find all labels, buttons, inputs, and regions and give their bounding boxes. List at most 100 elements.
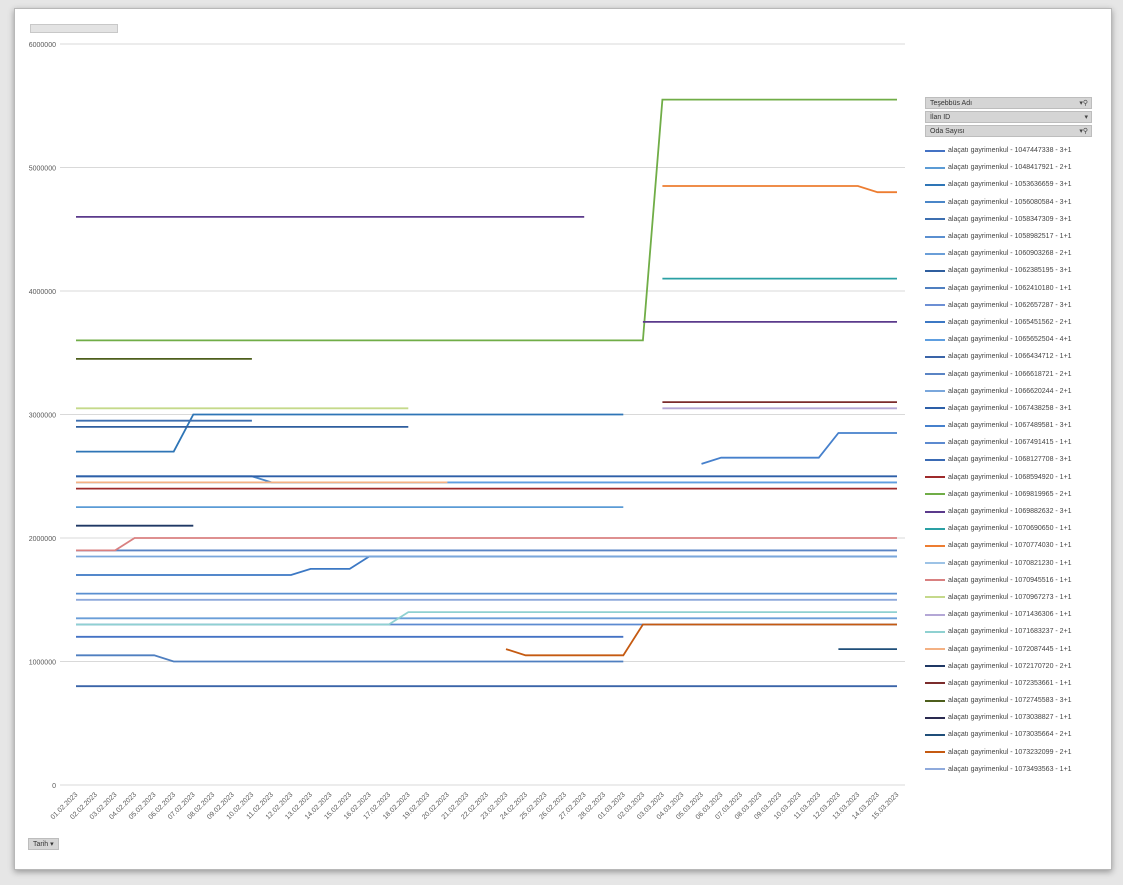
legend-label: alaçatı gayrimenkul - 1073232099 - 2+1 bbox=[948, 748, 1072, 756]
legend-item: alaçatı gayrimenkul - 1058347309 - 3+1 bbox=[925, 211, 1097, 228]
legend-swatch bbox=[925, 751, 945, 754]
legend-label: alaçatı gayrimenkul - 1072353661 - 1+1 bbox=[948, 679, 1072, 687]
legend-item: alaçatı gayrimenkul - 1056080584 - 3+1 bbox=[925, 194, 1097, 211]
y-tick-label: 2000000 bbox=[29, 536, 56, 543]
legend-swatch bbox=[925, 613, 945, 616]
legend-label: alaçatı gayrimenkul - 1056080584 - 3+1 bbox=[948, 198, 1072, 206]
legend-item: alaçatı gayrimenkul - 1072353661 - 1+1 bbox=[925, 675, 1097, 692]
legend-item: alaçatı gayrimenkul - 1071436306 - 1+1 bbox=[925, 606, 1097, 623]
legend-item: alaçatı gayrimenkul - 1067491415 - 1+1 bbox=[925, 434, 1097, 451]
dropdown-icon[interactable]: ▾ bbox=[1084, 114, 1088, 121]
legend-item: alaçatı gayrimenkul - 1058982517 - 1+1 bbox=[925, 228, 1097, 245]
legend-item: alaçatı gayrimenkul - 1072170720 - 2+1 bbox=[925, 658, 1097, 675]
legend-label: alaçatı gayrimenkul - 1072745583 - 3+1 bbox=[948, 697, 1072, 705]
legend-label: alaçatı gayrimenkul - 1072170720 - 2+1 bbox=[948, 662, 1072, 670]
legend-swatch bbox=[925, 321, 945, 324]
legend-label: alaçatı gayrimenkul - 1068594920 - 1+1 bbox=[948, 473, 1072, 481]
legend-label: alaçatı gayrimenkul - 1047447338 - 3+1 bbox=[948, 147, 1072, 155]
legend-item: alaçatı gayrimenkul - 1073232099 - 2+1 bbox=[925, 744, 1097, 761]
filter-tesebbus-adi[interactable]: Teşebbüs Adı ▾⚲ bbox=[925, 97, 1092, 109]
y-tick-label: 3000000 bbox=[29, 413, 56, 420]
legend-label: alaçatı gayrimenkul - 1062385195 - 3+1 bbox=[948, 267, 1072, 275]
legend-swatch bbox=[925, 183, 945, 186]
y-tick-label: 5000000 bbox=[29, 166, 56, 173]
legend-swatch bbox=[925, 166, 945, 169]
legend-item: alaçatı gayrimenkul - 1069882632 - 3+1 bbox=[925, 503, 1097, 520]
legend-swatch bbox=[925, 373, 945, 376]
series-line bbox=[76, 413, 624, 453]
filter-icon[interactable]: ▾⚲ bbox=[1079, 100, 1088, 107]
series-line bbox=[76, 555, 897, 576]
series-line bbox=[701, 432, 897, 465]
legend-swatch bbox=[925, 201, 945, 204]
legend-label: alaçatı gayrimenkul - 1067489581 - 3+1 bbox=[948, 422, 1072, 430]
legend-item: alaçatı gayrimenkul - 1060903268 - 2+1 bbox=[925, 245, 1097, 262]
legend-label: alaçatı gayrimenkul - 1058347309 - 3+1 bbox=[948, 215, 1072, 223]
legend-item: alaçatı gayrimenkul - 1066620244 - 2+1 bbox=[925, 383, 1097, 400]
filter-icon[interactable]: ▾⚲ bbox=[1079, 128, 1088, 135]
legend-swatch bbox=[925, 648, 945, 651]
legend-swatch bbox=[925, 304, 945, 307]
legend-swatch bbox=[925, 252, 945, 255]
legend-swatch bbox=[925, 269, 945, 272]
dropdown-icon[interactable]: ▾ bbox=[50, 841, 54, 848]
legend-label: alaçatı gayrimenkul - 1048417921 - 2+1 bbox=[948, 164, 1072, 172]
legend-label: alaçatı gayrimenkul - 1070690650 - 1+1 bbox=[948, 525, 1072, 533]
legend-label: alaçatı gayrimenkul - 1058982517 - 1+1 bbox=[948, 233, 1072, 241]
legend-item: alaçatı gayrimenkul - 1073038827 - 1+1 bbox=[925, 709, 1097, 726]
legend-swatch bbox=[925, 235, 945, 238]
legend-item: alaçatı gayrimenkul - 1066434712 - 1+1 bbox=[925, 348, 1097, 365]
legend-item: alaçatı gayrimenkul - 1065451562 - 2+1 bbox=[925, 314, 1097, 331]
y-tick-label: 4000000 bbox=[29, 289, 56, 296]
filter-ilan-id[interactable]: İlan ID ▾ bbox=[925, 111, 1092, 123]
report-filter-field[interactable] bbox=[30, 24, 118, 33]
field-buttons: Teşebbüs Adı ▾⚲ İlan ID ▾ Oda Sayısı ▾⚲ bbox=[925, 97, 1092, 139]
legend-label: alaçatı gayrimenkul - 1070774030 - 1+1 bbox=[948, 542, 1072, 550]
legend-label: alaçatı gayrimenkul - 1072087445 - 1+1 bbox=[948, 645, 1072, 653]
legend-label: alaçatı gayrimenkul - 1060903268 - 2+1 bbox=[948, 250, 1072, 258]
legend-item: alaçatı gayrimenkul - 1053636659 - 3+1 bbox=[925, 176, 1097, 193]
legend-swatch bbox=[925, 716, 945, 719]
legend-swatch bbox=[925, 493, 945, 496]
legend-item: alaçatı gayrimenkul - 1072087445 - 1+1 bbox=[925, 640, 1097, 657]
legend-swatch bbox=[925, 407, 945, 410]
legend-label: alaçatı gayrimenkul - 1062657287 - 3+1 bbox=[948, 301, 1072, 309]
y-tick-label: 1000000 bbox=[29, 660, 56, 667]
legend-swatch bbox=[925, 355, 945, 358]
legend-label: alaçatı gayrimenkul - 1070821230 - 1+1 bbox=[948, 559, 1072, 567]
legend-swatch bbox=[925, 579, 945, 582]
legend-swatch bbox=[925, 544, 945, 547]
legend-label: alaçatı gayrimenkul - 1071683237 - 2+1 bbox=[948, 628, 1072, 636]
legend-swatch bbox=[925, 562, 945, 565]
legend-item: alaçatı gayrimenkul - 1070774030 - 1+1 bbox=[925, 537, 1097, 554]
legend-item: alaçatı gayrimenkul - 1070821230 - 1+1 bbox=[925, 555, 1097, 572]
legend-swatch bbox=[925, 149, 945, 152]
legend-label: alaçatı gayrimenkul - 1066620244 - 2+1 bbox=[948, 387, 1072, 395]
legend-swatch bbox=[925, 630, 945, 633]
series-line bbox=[76, 654, 624, 663]
legend-swatch bbox=[925, 441, 945, 444]
y-tick-label: 0 bbox=[52, 783, 56, 790]
filter-oda-sayisi[interactable]: Oda Sayısı ▾⚲ bbox=[925, 125, 1092, 137]
legend-swatch bbox=[925, 476, 945, 479]
tarih-field-button[interactable]: Tarih ▾ bbox=[28, 838, 59, 850]
legend-item: alaçatı gayrimenkul - 1065652504 - 4+1 bbox=[925, 331, 1097, 348]
legend-item: alaçatı gayrimenkul - 1047447338 - 3+1 bbox=[925, 142, 1097, 159]
legend-item: alaçatı gayrimenkul - 1048417921 - 2+1 bbox=[925, 159, 1097, 176]
legend-label: alaçatı gayrimenkul - 1066618721 - 2+1 bbox=[948, 370, 1072, 378]
legend-item: alaçatı gayrimenkul - 1066618721 - 2+1 bbox=[925, 365, 1097, 382]
legend-item: alaçatı gayrimenkul - 1062385195 - 3+1 bbox=[925, 262, 1097, 279]
legend-item: alaçatı gayrimenkul - 1071683237 - 2+1 bbox=[925, 623, 1097, 640]
legend-label: alaçatı gayrimenkul - 1067438258 - 3+1 bbox=[948, 404, 1072, 412]
legend-label: alaçatı gayrimenkul - 1069882632 - 3+1 bbox=[948, 508, 1072, 516]
series-line bbox=[76, 537, 897, 552]
legend-item: alaçatı gayrimenkul - 1073035664 - 2+1 bbox=[925, 726, 1097, 743]
legend-item: alaçatı gayrimenkul - 1072745583 - 3+1 bbox=[925, 692, 1097, 709]
legend-swatch bbox=[925, 699, 945, 702]
filter-label: Teşebbüs Adı bbox=[930, 100, 973, 107]
legend-label: alaçatı gayrimenkul - 1070945516 - 1+1 bbox=[948, 576, 1072, 584]
tarih-label: Tarih bbox=[33, 841, 49, 848]
legend-swatch bbox=[925, 527, 945, 530]
series-line bbox=[76, 216, 897, 323]
